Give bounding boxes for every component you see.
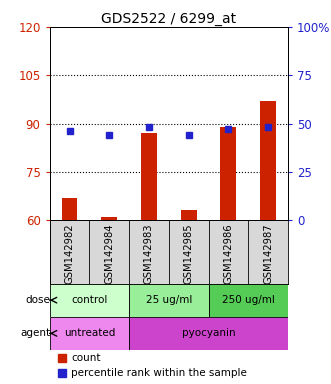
Bar bbox=[260, 101, 276, 220]
Bar bbox=[181, 210, 197, 220]
Bar bbox=[129, 283, 209, 317]
Title: GDS2522 / 6299_at: GDS2522 / 6299_at bbox=[101, 12, 236, 26]
Bar bbox=[50, 283, 129, 317]
Text: GSM142983: GSM142983 bbox=[144, 223, 154, 284]
Bar bbox=[209, 283, 288, 317]
Text: count: count bbox=[71, 353, 101, 362]
Text: GSM142985: GSM142985 bbox=[184, 223, 194, 284]
Bar bbox=[141, 133, 157, 220]
Text: pyocyanin: pyocyanin bbox=[182, 328, 235, 338]
Bar bbox=[62, 198, 77, 220]
Bar bbox=[50, 317, 129, 350]
Bar bbox=[129, 317, 288, 350]
Text: 25 ug/ml: 25 ug/ml bbox=[146, 295, 192, 305]
Text: percentile rank within the sample: percentile rank within the sample bbox=[71, 367, 247, 377]
Text: agent: agent bbox=[20, 328, 50, 338]
Text: dose: dose bbox=[25, 295, 50, 305]
Text: GSM142982: GSM142982 bbox=[65, 223, 74, 284]
Text: untreated: untreated bbox=[64, 328, 115, 338]
Text: control: control bbox=[71, 295, 108, 305]
Bar bbox=[101, 217, 117, 220]
Text: GSM142984: GSM142984 bbox=[104, 223, 114, 284]
Text: GSM142986: GSM142986 bbox=[223, 223, 233, 284]
Text: GSM142987: GSM142987 bbox=[263, 223, 273, 284]
Text: 250 ug/ml: 250 ug/ml bbox=[222, 295, 275, 305]
Bar bbox=[220, 127, 236, 220]
